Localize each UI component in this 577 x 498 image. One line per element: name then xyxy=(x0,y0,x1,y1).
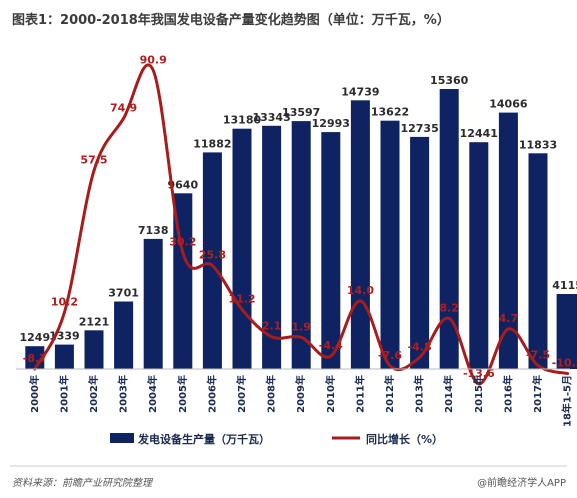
line-value-label-16: 4.7 xyxy=(499,312,519,325)
bar-1 xyxy=(54,344,74,369)
bars-group xyxy=(25,89,577,370)
bar-10 xyxy=(321,132,341,369)
line-value-label-9: 1.9 xyxy=(291,320,311,333)
line-labels-group: -8.7 10.2 57.5 74.9 90.9 30.225.8 11.2 2.1 1.9 -4… xyxy=(23,53,577,380)
line-value-label-8: 2.1 xyxy=(262,320,282,333)
bar-value-label-17: 11833 xyxy=(519,138,557,151)
bar-3 xyxy=(114,301,134,369)
line-value-label-7: 11.2 xyxy=(228,292,255,305)
bar-value-label-8: 13343 xyxy=(252,111,290,124)
line-value-label-0: -8.7 xyxy=(23,352,47,365)
bar-value-label-10: 12993 xyxy=(312,117,350,130)
line-value-label-2: 57.5 xyxy=(80,154,107,167)
bar-value-label-14: 15360 xyxy=(430,74,469,87)
bar-11 xyxy=(350,100,370,370)
bar-value-label-12: 13622 xyxy=(371,106,409,119)
bar-16 xyxy=(498,112,518,369)
x-tick-label-3: 2003年 xyxy=(117,375,130,413)
growth-line xyxy=(33,63,570,386)
line-value-label-3: 74.9 xyxy=(110,101,137,114)
line-value-label-1: 10.2 xyxy=(51,295,78,308)
line-value-label-5: 30.2 xyxy=(169,235,196,248)
chart-title: 图表1：2000-2018年我国发电设备产量变化趋势图（单位：万千瓦，%） xyxy=(12,12,450,28)
x-tick-label-15: 2015年 xyxy=(472,375,485,413)
bar-value-label-3: 3701 xyxy=(108,287,139,300)
legend-line-label: 同比增长（%） xyxy=(366,432,443,446)
bar-6 xyxy=(202,152,222,369)
line-value-label-17: -7.5 xyxy=(526,349,550,362)
bar-value-label-0: 1249 xyxy=(19,331,50,344)
line-value-label-18: -10.2 xyxy=(552,357,577,370)
line-value-label-6: 25.8 xyxy=(199,249,226,262)
bar-13 xyxy=(410,136,430,369)
x-tick-label-2: 2002年 xyxy=(87,375,100,413)
legend: 发电设备生产量（万千瓦） 同比增长（%） xyxy=(110,432,443,446)
line-value-label-13: -4.8 xyxy=(408,340,432,353)
bar-value-label-15: 12441 xyxy=(460,127,498,140)
bar-8 xyxy=(262,125,282,369)
bar-18 xyxy=(556,294,577,369)
x-tick-label-13: 2013年 xyxy=(413,375,426,413)
line-value-label-14: 8.2 xyxy=(439,301,459,314)
bar-value-label-16: 14066 xyxy=(489,98,528,111)
bar-7 xyxy=(232,128,252,369)
legend-bar-swatch xyxy=(110,433,134,443)
bar-value-label-4: 7138 xyxy=(138,224,169,237)
bar-12 xyxy=(380,120,400,369)
bar-15 xyxy=(469,142,489,369)
bar-4 xyxy=(143,238,163,369)
x-tick-label-7: 2007年 xyxy=(235,375,248,413)
bar-value-label-13: 12735 xyxy=(400,122,438,135)
bar-value-label-5: 9640 xyxy=(167,178,198,191)
line-value-label-11: 14.0 xyxy=(347,284,374,297)
x-tick-label-5: 2005年 xyxy=(176,375,189,413)
x-tick-label-1: 2001年 xyxy=(57,375,70,413)
bar-value-label-7: 13180 xyxy=(223,114,262,127)
bar-value-label-6: 11882 xyxy=(193,137,231,150)
bar-9 xyxy=(291,121,311,369)
brand-note: @前瞻经济学人APP xyxy=(477,476,566,489)
source-note: 资料来源：前瞻产业研究院整理 xyxy=(12,477,154,489)
bar-17 xyxy=(528,153,548,369)
bar-value-label-9: 13597 xyxy=(282,106,320,119)
x-tick-label-12: 2012年 xyxy=(383,375,396,413)
x-tick-label-4: 2004年 xyxy=(146,375,159,413)
line-value-label-15: -13.6 xyxy=(463,367,495,380)
bar-value-label-2: 2121 xyxy=(79,315,110,328)
x-tick-label-11: 2011年 xyxy=(353,375,366,413)
legend-bar-label: 发电设备生产量（万千瓦） xyxy=(137,432,270,446)
line-value-label-12: -7.6 xyxy=(378,349,402,362)
x-tick-label-18: 18年1-5月 xyxy=(561,375,574,427)
line-value-label-10: -4.4 xyxy=(319,339,343,352)
line-value-label-4: 90.9 xyxy=(140,53,167,66)
x-tick-label-6: 2006年 xyxy=(205,375,218,413)
bar-value-label-11: 14739 xyxy=(341,85,379,98)
x-ticks-group: 2000年 2001年 2002年 2003年 2004年 2005年 2006年 2007年… xyxy=(28,375,574,427)
bar-14 xyxy=(439,89,459,369)
x-tick-label-14: 2014年 xyxy=(442,375,455,413)
x-tick-label-8: 2008年 xyxy=(265,375,278,413)
x-tick-label-9: 2009年 xyxy=(294,375,307,413)
x-tick-label-10: 2010年 xyxy=(324,375,337,413)
x-tick-label-0: 2000年 xyxy=(28,375,41,413)
bar-value-label-18: 4115 xyxy=(552,279,577,292)
x-tick-label-16: 2016年 xyxy=(501,375,514,413)
bar-labels-group: 1249133921213701713896401188213180133431… xyxy=(19,74,577,344)
x-tick-label-17: 2017年 xyxy=(531,375,544,413)
bar-2 xyxy=(84,330,104,369)
